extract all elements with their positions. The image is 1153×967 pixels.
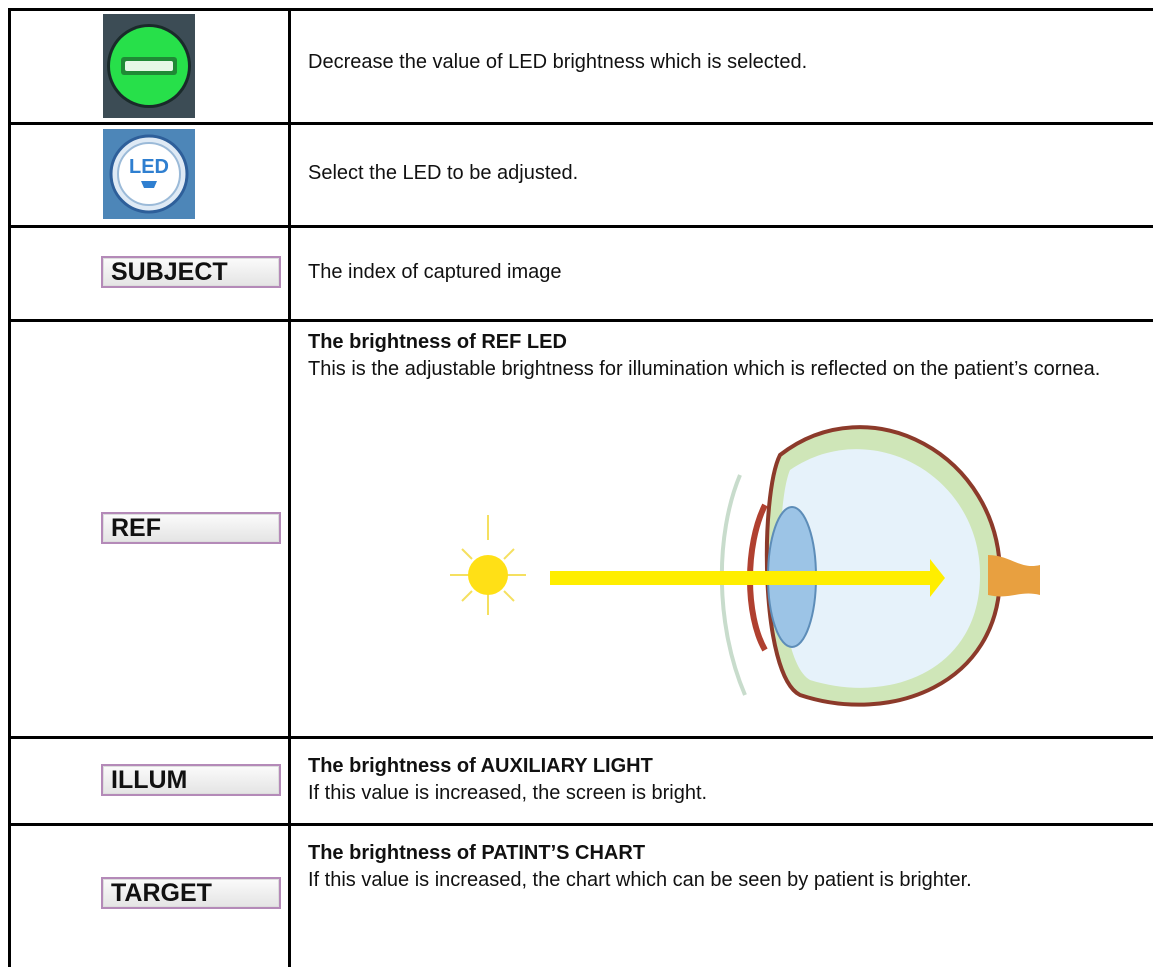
row-text: The brightness of REF LED This is the ad…	[308, 329, 1148, 383]
row-divider	[8, 122, 1153, 125]
column-divider	[288, 8, 291, 967]
icon-text: LED	[129, 156, 169, 178]
row-heading: The brightness of AUXILIARY LIGHT	[308, 755, 653, 777]
table-border	[8, 8, 1153, 11]
table-border	[8, 8, 11, 967]
row-text: The brightness of PATINT’S CHART If this…	[308, 840, 1148, 894]
row-description: If this value is increased, the chart wh…	[308, 869, 972, 891]
row-description: The index of captured image	[308, 261, 562, 283]
row-description: This is the adjustable brightness for il…	[308, 358, 1101, 380]
row-description: Decrease the value of LED brightness whi…	[308, 51, 808, 73]
row-heading: The brightness of PATINT’S CHART	[308, 842, 646, 864]
row-description: Select the LED to be adjusted.	[308, 162, 579, 184]
field-label: ILLUM	[101, 764, 281, 796]
field-label: SUBJECT	[101, 256, 281, 288]
row-divider	[8, 823, 1153, 826]
eye-illustration	[450, 425, 1040, 707]
field-label: REF	[101, 512, 281, 544]
row-divider	[8, 736, 1153, 739]
led-button-icon: LED	[103, 129, 195, 219]
row-description: If this value is increased, the screen i…	[308, 782, 708, 804]
minus-button-icon	[103, 14, 195, 118]
row-text: The brightness of AUXILIARY LIGHT If thi…	[308, 753, 1148, 807]
row-heading: The brightness of REF LED	[308, 331, 567, 353]
field-label: TARGET	[101, 877, 281, 909]
row-divider	[8, 225, 1153, 228]
row-divider	[8, 319, 1153, 322]
